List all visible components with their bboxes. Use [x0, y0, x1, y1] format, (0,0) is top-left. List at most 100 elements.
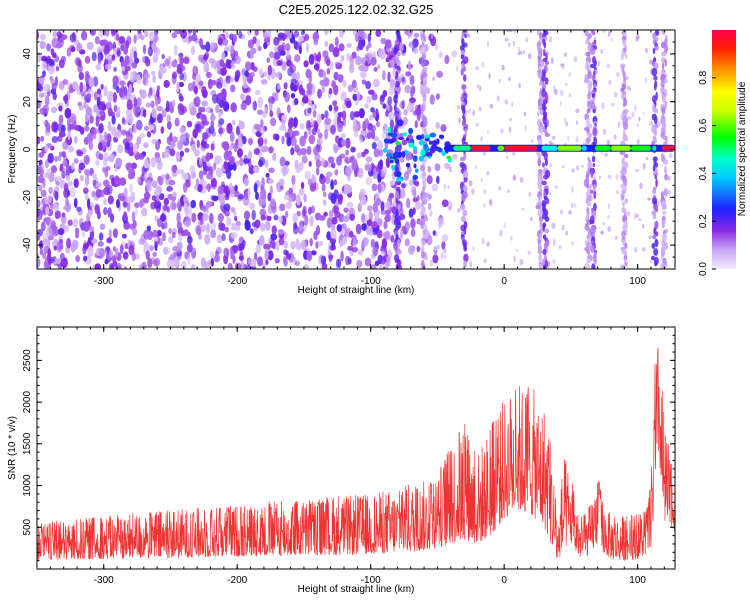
- spectrogram-cell: [651, 243, 656, 249]
- spectrogram-cell: [542, 162, 545, 168]
- spectrogram-cell: [205, 71, 212, 79]
- spectrogram-cell: [472, 109, 476, 117]
- spectrogram-cell: [394, 63, 398, 69]
- spectrogram-cell: [302, 206, 307, 217]
- spectrogram-cell: [189, 165, 196, 174]
- spectrogram-cell: [356, 91, 361, 101]
- spectrogram-cell: [190, 199, 196, 209]
- spectrogram-cell: [511, 151, 516, 156]
- spectrogram-cell: [191, 212, 197, 223]
- spectrogram-cell: [380, 171, 386, 178]
- spectrogram-cell: [509, 117, 513, 122]
- spectrogram-cell: [203, 261, 211, 269]
- spectrogram-cell: [230, 60, 236, 70]
- spectrogram-cell: [139, 199, 144, 208]
- spectrogram-cell: [57, 155, 62, 162]
- spectrogram-cell: [614, 91, 618, 98]
- spectrogram-cell: [61, 151, 66, 158]
- spectrogram-cell: [446, 155, 452, 160]
- spectrogram-cell: [248, 137, 253, 146]
- spectrogram-cell: [146, 184, 152, 192]
- spectrogram-cell: [130, 162, 137, 170]
- spectrogram-cell: [330, 193, 337, 204]
- spectrogram-cell: [94, 204, 100, 215]
- spectrogram-cell: [591, 30, 596, 36]
- spectrogram-cell: [371, 129, 375, 140]
- spectrogram-cell: [584, 262, 590, 269]
- spectrogram-cell: [586, 258, 591, 264]
- spectrogram-cell: [151, 70, 156, 76]
- spectrogram-cell: [198, 157, 203, 166]
- spectrogram-cell: [590, 244, 595, 254]
- spectrogram-cell: [91, 51, 97, 62]
- spectrogram-cell: [518, 82, 521, 89]
- spectrogram-cell: [98, 153, 104, 161]
- spectrogram-cell: [591, 210, 597, 216]
- spectrogram-cell: [343, 207, 349, 213]
- spectrogram-cell: [624, 242, 628, 250]
- spectrogram-cell: [61, 170, 66, 179]
- spectrogram-cell: [384, 261, 389, 269]
- spectrogram-cell: [592, 108, 596, 114]
- spectrogram-cell: [438, 51, 443, 59]
- spectrogram-cell: [297, 36, 304, 42]
- spectrogram-cell: [432, 230, 437, 236]
- spectrogram-cell: [78, 59, 82, 68]
- spectrogram-cell: [58, 105, 63, 112]
- spectrogram-cell: [133, 123, 137, 135]
- spectrogram-cell: [516, 248, 519, 252]
- spectrogram-cell: [170, 140, 176, 149]
- spectrogram-cell: [461, 215, 466, 223]
- figure-title: C2E5.2025.122.02.32.G25: [279, 2, 434, 17]
- spectrogram-cell: [50, 106, 58, 114]
- spectrogram-cell: [159, 193, 165, 201]
- spectrogram-cell: [607, 226, 611, 233]
- spectrogram-cell: [654, 220, 659, 230]
- spectrogram-cell: [115, 157, 123, 167]
- spectrogram-cell: [406, 104, 412, 112]
- spectrogram-cell: [168, 179, 176, 186]
- spectrogram-cell: [395, 99, 398, 105]
- spectrogram-cell: [162, 232, 166, 242]
- spectrogram-cell: [44, 95, 50, 107]
- spectrogram-cell: [210, 79, 217, 86]
- spectrogram-cell: [661, 204, 667, 210]
- spectrogram-cell: [65, 197, 69, 207]
- spectrogram-cell: [178, 92, 183, 101]
- spectrogram-cell: [44, 145, 49, 153]
- spectrogram-cell: [298, 45, 302, 55]
- spectrogram-cell: [111, 30, 118, 36]
- spectrogram-cell: [64, 94, 68, 104]
- spectrogram-cell: [120, 66, 126, 72]
- spectrogram-cell: [402, 116, 408, 126]
- spectrogram-cell: [168, 236, 174, 244]
- spectrogram-cell: [320, 255, 327, 265]
- spectrogram-cell: [379, 50, 386, 60]
- spectrogram-cell: [304, 170, 311, 180]
- spectrogram-cell: [475, 123, 479, 127]
- spectrogram-cell: [196, 225, 202, 236]
- spectrogram-cell: [332, 46, 340, 58]
- spectrogram-cell: [180, 105, 187, 114]
- spectrogram-cell: [225, 150, 233, 157]
- spectrogram-cell: [372, 110, 377, 119]
- spectrogram-cell: [180, 30, 187, 39]
- spectrogram-cell: [376, 229, 383, 239]
- spectrogram-cell: [199, 37, 203, 48]
- spectrogram-cell: [310, 104, 316, 110]
- spectrogram-cell: [133, 106, 139, 116]
- spectrogram-cell: [358, 108, 365, 119]
- spectrogram-cell: [662, 210, 667, 216]
- spectrogram-cell: [306, 146, 312, 156]
- spectrogram-cell: [38, 92, 44, 98]
- spectrogram-cell: [122, 201, 128, 208]
- spectrogram-cell: [345, 185, 352, 193]
- spectrogram-cell: [340, 250, 344, 262]
- spectrogram-cell: [298, 188, 305, 196]
- spectrogram-cell: [198, 170, 204, 180]
- spectrogram-cell: [549, 163, 552, 168]
- spectrogram-cell: [176, 212, 181, 224]
- spectrogram-cell: [230, 252, 234, 260]
- spectrogram-cell: [367, 58, 371, 65]
- spectrogram-cell: [423, 119, 428, 127]
